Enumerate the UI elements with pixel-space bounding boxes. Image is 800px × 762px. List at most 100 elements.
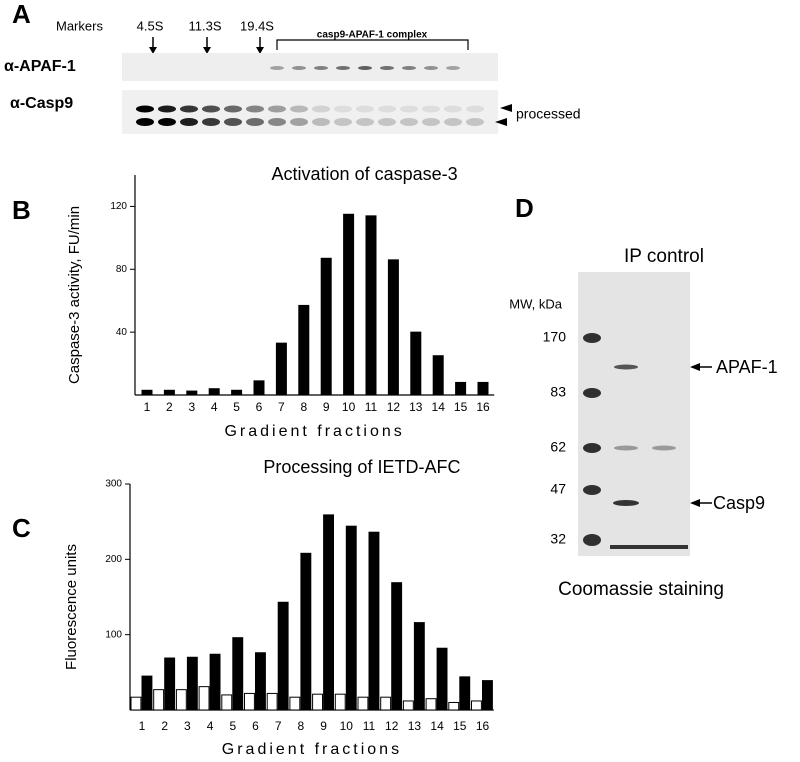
- mw-tick-label: 83: [550, 384, 566, 400]
- x-tick-label: 7: [278, 400, 285, 414]
- x-tick-label: 8: [300, 400, 307, 414]
- band: [400, 105, 418, 113]
- x-tick-label: 5: [229, 719, 236, 733]
- blot-bands: [136, 66, 484, 126]
- band-label: processed: [516, 106, 581, 122]
- sample-band: [613, 500, 639, 506]
- band: [466, 118, 484, 126]
- blot-casp9: [122, 90, 498, 134]
- band: [424, 66, 438, 70]
- markers-label: Markers: [56, 18, 103, 33]
- bar: [277, 601, 289, 711]
- band: [444, 118, 462, 126]
- bar: [334, 693, 346, 711]
- gel-caption: Coomassie staining: [558, 579, 724, 600]
- bar: [455, 381, 467, 396]
- bar: [153, 689, 165, 711]
- band: [180, 105, 198, 113]
- x-tick-label: 6: [252, 719, 259, 733]
- x-axis-label: Gradient fractions: [224, 423, 404, 440]
- bar: [380, 696, 392, 711]
- marker-arrowheads: [149, 47, 264, 54]
- bar: [312, 693, 324, 711]
- y-tick-label: 80: [116, 264, 128, 275]
- band: [158, 118, 176, 126]
- y-tick-label: 100: [105, 629, 122, 640]
- x-tick-label: 11: [365, 400, 378, 414]
- bar: [482, 680, 493, 711]
- x-tick-label: 16: [476, 400, 490, 414]
- gel: [578, 272, 690, 556]
- marker-band: [583, 534, 601, 546]
- gel-title: IP control: [624, 246, 704, 267]
- band: [356, 118, 374, 126]
- x-tick-label: 4: [207, 719, 214, 733]
- chart-title: Activation of caspase-3: [272, 164, 458, 184]
- bar: [141, 675, 153, 711]
- bar: [368, 531, 380, 711]
- band: [246, 105, 264, 113]
- x-tick-label: 12: [385, 719, 399, 733]
- x-tick-label: 2: [166, 400, 173, 414]
- bar: [413, 622, 425, 711]
- band: [402, 66, 416, 70]
- marker: 11.3S: [188, 18, 221, 33]
- x-tick-label: 6: [256, 400, 263, 414]
- y-tick-label: 300: [105, 479, 122, 490]
- bar: [320, 257, 332, 396]
- x-tick-label: 1: [144, 400, 151, 414]
- y-tick-label: 120: [110, 201, 127, 212]
- arrowhead: [500, 104, 512, 112]
- bar: [130, 696, 142, 711]
- band: [224, 105, 242, 113]
- complex-bracket: [276, 39, 469, 50]
- bar: [209, 653, 221, 711]
- bar: [459, 676, 471, 711]
- sample-band: [652, 445, 676, 451]
- bar: [471, 700, 482, 711]
- band: [466, 105, 484, 113]
- band: [422, 118, 440, 126]
- bar: [244, 692, 255, 711]
- bar: [425, 698, 437, 711]
- x-tick-label: 7: [275, 719, 282, 733]
- band: [400, 118, 418, 126]
- x-tick-label: 12: [387, 400, 401, 414]
- band: [290, 105, 308, 113]
- band: [136, 118, 154, 126]
- sample-band: [610, 545, 688, 549]
- band: [336, 66, 350, 70]
- x-tick-label: 4: [211, 400, 218, 414]
- band: [224, 118, 242, 126]
- gel-bands: [583, 333, 688, 549]
- x-tick-label: 8: [298, 719, 305, 733]
- x-tick-label: 3: [188, 400, 195, 414]
- y-tick-label: 40: [116, 327, 128, 338]
- x-tick-label: 10: [342, 400, 356, 414]
- marker: 4.5S: [137, 18, 164, 33]
- mw-tick-label: 170: [543, 329, 567, 345]
- bar: [402, 700, 414, 711]
- bar: [253, 380, 265, 396]
- bar: [387, 259, 399, 396]
- band: [136, 105, 154, 113]
- x-tick-label: 13: [409, 400, 423, 414]
- x-tick-label: 2: [161, 719, 168, 733]
- arrowhead: [690, 363, 700, 371]
- y-tick-label: 200: [105, 554, 122, 565]
- band: [270, 66, 284, 70]
- bar: [300, 552, 312, 711]
- band: [444, 105, 462, 113]
- bar: [208, 388, 220, 396]
- bar: [391, 582, 403, 711]
- x-tick-label: 13: [408, 719, 422, 733]
- x-tick-label: 11: [363, 719, 376, 733]
- x-tick-label: 15: [454, 400, 468, 414]
- x-tick-label: 10: [340, 719, 354, 733]
- x-tick-label: 15: [453, 719, 467, 733]
- band: [312, 105, 330, 113]
- bar: [477, 381, 489, 396]
- x-tick-label: 14: [430, 719, 444, 733]
- x-tick-label: 16: [476, 719, 490, 733]
